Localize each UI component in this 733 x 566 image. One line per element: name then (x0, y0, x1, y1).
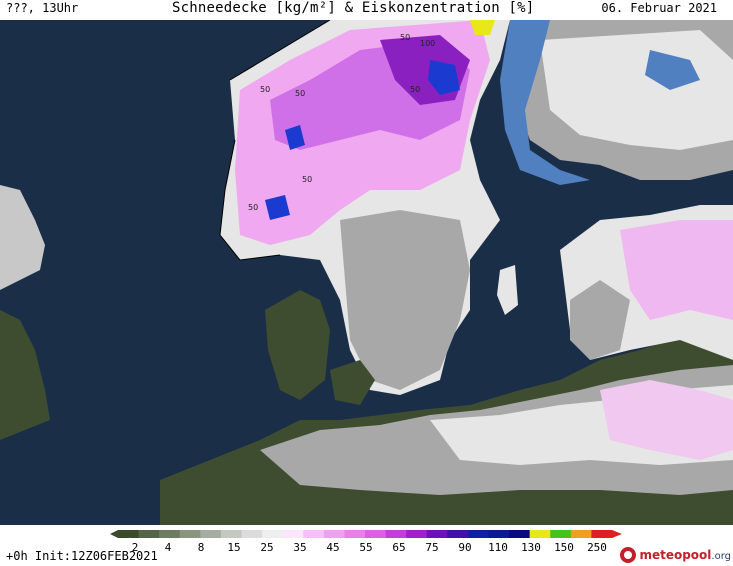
snow-scandinavia-blue-3 (265, 195, 290, 220)
scale-swatch (365, 530, 387, 538)
snow-poland-pink (600, 380, 733, 460)
header-bar: ???, 13Uhr Schneedecke [kg/m²] & Eiskonz… (0, 0, 733, 20)
scale-swatch (467, 530, 489, 538)
logo-tld-text: .org (711, 551, 731, 562)
contour-label-2: 50 (295, 89, 305, 98)
scale-swatch (118, 530, 140, 538)
footer-bar: 2 4 8 15 25 35 45 55 65 75 90 110 130 15… (0, 525, 733, 566)
scale-swatch (509, 530, 531, 538)
scale-swatch (200, 530, 222, 538)
scale-swatch (550, 530, 572, 538)
coastline-norway (219, 20, 331, 261)
contour-label-3: 50 (400, 33, 410, 42)
scale-swatch (344, 530, 366, 538)
scale-label: 75 (425, 541, 439, 554)
snow-scandinavia-grey (340, 210, 470, 390)
color-scale (110, 530, 622, 538)
scale-swatch (241, 530, 263, 538)
date-label: 06. Februar 2021 (601, 1, 717, 15)
scale-label: 8 (197, 541, 205, 554)
scale-label: 45 (326, 541, 340, 554)
snow-scandinavia-yellow (470, 20, 495, 35)
scale-label: 2 (131, 541, 139, 554)
scale-label: 4 (164, 541, 172, 554)
scale-label: 25 (260, 541, 274, 554)
ice-finland-coast (500, 20, 590, 185)
scale-label: 250 (587, 541, 607, 554)
scale-label: 15 (227, 541, 241, 554)
scale-swatch (591, 530, 613, 538)
scale-label: 150 (554, 541, 574, 554)
snow-map: 50 50 50 100 50 50 50 (0, 20, 733, 525)
scale-swatch (385, 530, 407, 538)
ice-finland-lakes (645, 50, 700, 90)
scale-swatch (220, 530, 242, 538)
snow-baltics-grey (570, 280, 630, 360)
scale-swatch (159, 530, 181, 538)
contour-label-1: 50 (260, 85, 270, 94)
scale-arrow-high (612, 530, 622, 538)
scale-swatch (323, 530, 345, 538)
snow-baltics-pink (620, 220, 733, 320)
land-danish-islands (330, 360, 375, 405)
scale-label: 110 (488, 541, 508, 554)
land-denmark (265, 290, 330, 400)
scale-label: 90 (458, 541, 472, 554)
scale-swatch (138, 530, 160, 538)
scale-swatch (406, 530, 428, 538)
scale-swatch (447, 530, 469, 538)
meteopool-logo-icon (620, 547, 637, 563)
init-time-label: +0h Init:12Z06FEB2021 (6, 549, 158, 563)
scale-label: 65 (392, 541, 406, 554)
logo-main-text: meteopool (639, 548, 712, 562)
contour-label-4: 100 (420, 39, 435, 48)
contour-label-5: 50 (410, 85, 420, 94)
land-gotland (497, 265, 518, 315)
scale-swatch (488, 530, 510, 538)
scale-label: 55 (359, 541, 373, 554)
scale-arrow-low (110, 530, 118, 538)
meteopool-logo[interactable]: meteopool.org (620, 545, 731, 565)
scale-swatch (529, 530, 551, 538)
land-britain (0, 310, 50, 440)
contour-label-7: 50 (248, 203, 258, 212)
land-scotland-snow (0, 185, 45, 290)
scale-swatch (303, 530, 325, 538)
snow-scandinavia-blue-1 (428, 60, 460, 95)
map-canvas: 50 50 50 100 50 50 50 (0, 20, 733, 525)
valid-time-label: ???, 13Uhr (6, 1, 79, 15)
scale-swatch (262, 530, 284, 538)
scale-swatch (426, 530, 448, 538)
scale-swatch (282, 530, 304, 538)
scale-label: 35 (293, 541, 307, 554)
scale-label: 130 (521, 541, 541, 554)
scale-swatch (179, 530, 201, 538)
map-title: Schneedecke [kg/m²] & Eiskonzentration [… (172, 0, 535, 16)
scale-swatch (570, 530, 592, 538)
contour-label-6: 50 (302, 175, 312, 184)
snow-scandinavia-blue-2 (285, 125, 305, 150)
